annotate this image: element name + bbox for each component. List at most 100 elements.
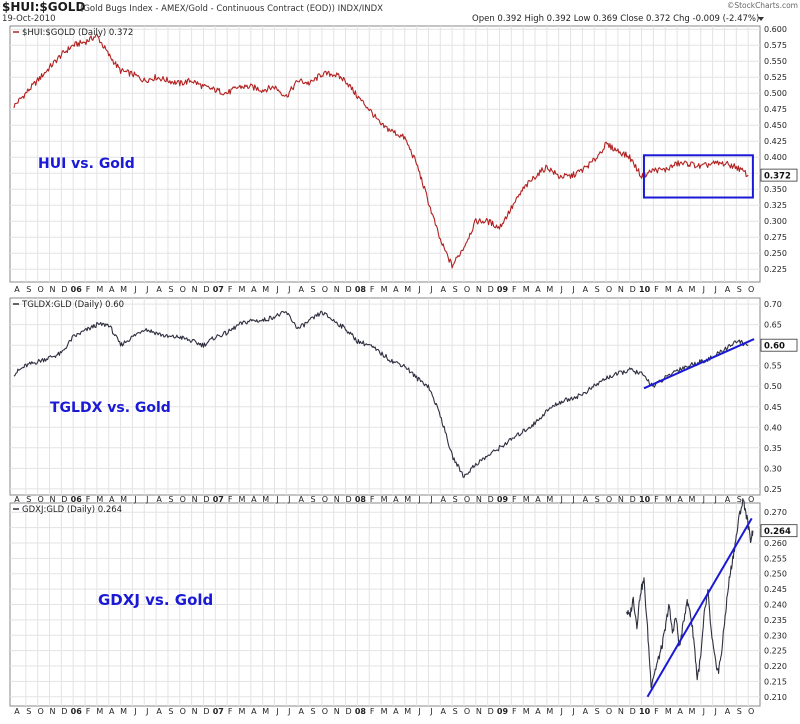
month-tick-label: A — [393, 707, 399, 716]
month-tick-label: D — [203, 495, 209, 504]
month-tick-label: F — [228, 495, 233, 504]
month-tick-label: A — [156, 707, 162, 716]
month-tick-label: F — [228, 707, 233, 716]
month-tick-label: F — [654, 285, 659, 294]
year-tick-label: 10 — [639, 707, 651, 716]
month-tick-label: N — [50, 707, 56, 716]
month-tick-label: A — [109, 707, 115, 716]
month-tick-label: F — [86, 285, 91, 294]
month-tick-label: S — [595, 707, 600, 716]
annotation-label: GDXJ vs. Gold — [98, 591, 213, 609]
month-tick-label: A — [156, 495, 162, 504]
month-tick-label: D — [488, 495, 494, 504]
month-tick-label: N — [618, 285, 624, 294]
series-line — [13, 310, 749, 479]
month-tick-label: M — [96, 285, 103, 294]
month-tick-label: D — [345, 495, 351, 504]
month-tick-label: S — [310, 285, 315, 294]
month-tick-label: M — [262, 707, 269, 716]
y-tick-label: 0.500 — [764, 89, 787, 98]
month-tick-label: M — [120, 707, 127, 716]
month-tick-label: N — [618, 707, 624, 716]
month-tick-label: M — [546, 707, 553, 716]
month-tick-label: S — [168, 285, 173, 294]
month-tick-label: O — [606, 285, 612, 294]
month-tick-label: A — [677, 285, 683, 294]
month-tick-label: O — [464, 707, 470, 716]
y-tick-label: 0.400 — [764, 153, 787, 162]
month-tick-label: A — [393, 495, 399, 504]
trend-line — [646, 517, 753, 698]
month-tick-label: N — [476, 285, 482, 294]
month-tick-label: A — [251, 285, 257, 294]
y-tick-label: 0.575 — [764, 41, 787, 50]
month-tick-label: N — [334, 495, 340, 504]
y-tick-label: 0.275 — [764, 233, 787, 242]
panel-title: TGLDX:GLD (Daily) 0.60 — [21, 300, 124, 310]
dropdown-arrow-icon[interactable] — [758, 17, 764, 21]
y-tick-label: 0.245 — [764, 585, 787, 594]
month-tick-label: A — [156, 285, 162, 294]
month-tick-label: N — [476, 495, 482, 504]
month-tick-label: A — [583, 285, 589, 294]
month-tick-label: O — [322, 285, 328, 294]
month-tick-label: N — [334, 285, 340, 294]
last-value-label: 0.60 — [764, 342, 785, 352]
month-tick-label: A — [441, 707, 447, 716]
annotation-label: TGLDX vs. Gold — [50, 400, 171, 416]
month-tick-label: M — [381, 495, 388, 504]
tgldx-gld-panel: 0.70 0.65 0.60 0.55 0.50 0.45 0.40 0.35 0.30 0.25… — [9, 297, 798, 496]
y-tick-label: 0.30 — [764, 464, 782, 473]
y-tick-label: 0.300 — [764, 217, 787, 226]
month-tick-label: F — [86, 707, 91, 716]
month-tick-label: D — [630, 495, 636, 504]
month-tick-label: O — [748, 495, 754, 504]
year-tick-label: 06 — [71, 707, 83, 716]
month-tick-label: A — [14, 495, 20, 504]
month-tick-label: M — [96, 495, 103, 504]
month-tick-label: M — [523, 285, 530, 294]
quote-summary: Open 0.392 High 0.392 Low 0.369 Close 0.… — [472, 14, 759, 24]
month-tick-label: M — [688, 495, 695, 504]
annotation-label: HUI vs. Gold — [38, 156, 135, 172]
panel-frame — [9, 297, 761, 496]
month-tick-label: N — [192, 495, 198, 504]
month-tick-label: M — [523, 707, 530, 716]
y-tick-label: 0.230 — [764, 631, 787, 640]
year-tick-label: 07 — [213, 285, 224, 294]
month-tick-label: F — [370, 285, 375, 294]
month-tick-label: F — [370, 707, 375, 716]
month-tick-label: S — [737, 495, 742, 504]
month-tick-label: D — [488, 707, 494, 716]
month-tick-label: A — [535, 707, 541, 716]
month-tick-label: A — [535, 285, 541, 294]
last-value-tag — [760, 168, 798, 182]
month-tick-label: J — [702, 707, 705, 716]
month-tick-label: D — [61, 707, 67, 716]
y-tick-label: 0.350 — [764, 185, 787, 194]
month-tick-label: J — [133, 495, 136, 504]
month-tick-label: A — [677, 495, 683, 504]
month-tick-label: O — [38, 285, 44, 294]
month-tick-label: M — [262, 495, 269, 504]
month-tick-label: J — [275, 495, 278, 504]
last-value-label: 0.264 — [764, 527, 791, 537]
month-tick-label: N — [192, 707, 198, 716]
month-tick-label: O — [322, 707, 328, 716]
month-tick-label: J — [287, 707, 290, 716]
month-tick-label: A — [109, 285, 115, 294]
y-tick-label: 0.215 — [764, 677, 787, 686]
month-tick-label: J — [560, 495, 563, 504]
month-tick-label: J — [560, 285, 563, 294]
y-tick-label: 0.225 — [764, 647, 787, 656]
hui-gold-panel: 0.600 0.575 0.550 0.525 0.500 0.475 0.450 0.425… — [9, 25, 798, 283]
month-tick-label: J — [287, 495, 290, 504]
gdxj-gld-panel: 0.2700.2650.2600.2550.2500.2450.2400.235… — [9, 498, 798, 707]
month-tick-label: O — [180, 495, 186, 504]
month-tick-label: M — [381, 285, 388, 294]
month-tick-label: F — [512, 285, 517, 294]
year-tick-label: 07 — [213, 495, 224, 504]
month-tick-label: M — [120, 495, 127, 504]
month-tick-label: N — [192, 285, 198, 294]
